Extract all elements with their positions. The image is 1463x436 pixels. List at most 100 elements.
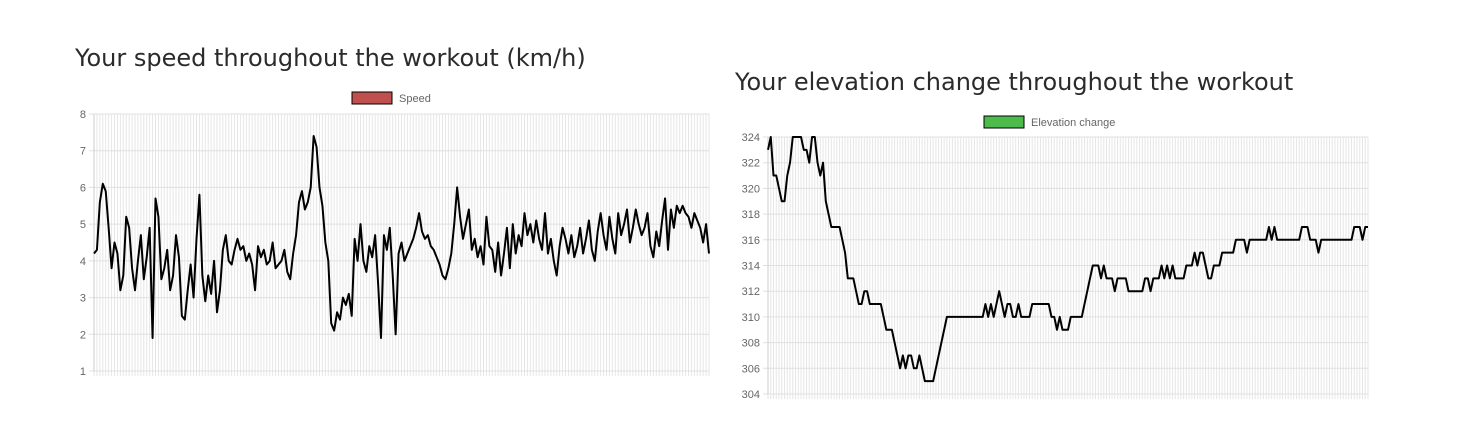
elevation-data-point: [949, 316, 950, 317]
elevation-data-point: [1065, 329, 1066, 330]
elevation-data-point: [971, 316, 972, 317]
elevation-data-point: [979, 316, 980, 317]
elevation-data-point: [787, 175, 788, 176]
elevation-data-point: [1081, 316, 1082, 317]
elevation-data-point: [779, 188, 780, 189]
elevation-data-point: [861, 304, 862, 305]
elevation-data-point: [1219, 265, 1220, 266]
elevation-data-point: [1059, 316, 1060, 317]
elevation-data-point: [856, 291, 857, 292]
elevation-data-point: [1098, 265, 1099, 266]
elevation-y-tick-label: 316: [742, 235, 760, 247]
elevation-data-point: [1329, 239, 1330, 240]
elevation-y-tick-label: 318: [742, 209, 760, 221]
elevation-data-point: [1290, 239, 1291, 240]
elevation-data-point: [825, 201, 826, 202]
elevation-y-tick-label: 320: [742, 183, 760, 195]
speed-series-line: [93, 135, 710, 339]
elevation-data-point: [944, 329, 945, 330]
elevation-data-point: [1101, 278, 1102, 279]
elevation-data-point: [902, 355, 903, 356]
elevation-data-point: [1158, 278, 1159, 279]
elevation-data-point: [820, 175, 821, 176]
elevation-data-point: [1301, 226, 1302, 227]
elevation-data-point: [875, 304, 876, 305]
elevation-data-point: [977, 316, 978, 317]
elevation-data-point: [1125, 278, 1126, 279]
elevation-data-point: [792, 137, 793, 138]
elevation-grid: 304 306 308 310 312 314 316 318 320 322 324: [742, 132, 1369, 401]
elevation-data-point: [812, 137, 813, 138]
elevation-data-point: [1233, 252, 1234, 253]
elevation-data-point: [1299, 239, 1300, 240]
elevation-data-point: [1293, 239, 1294, 240]
elevation-data-point: [900, 368, 901, 369]
elevation-data-point: [1354, 226, 1355, 227]
elevation-data-point: [1337, 239, 1338, 240]
elevation-data-point: [1312, 239, 1313, 240]
elevation-data-point: [1117, 278, 1118, 279]
elevation-data-point: [891, 329, 892, 330]
elevation-data-point: [1340, 239, 1341, 240]
elevation-data-point: [853, 278, 854, 279]
elevation-data-point: [1150, 291, 1151, 292]
elevation-data-point: [839, 226, 840, 227]
elevation-data-point: [801, 137, 802, 138]
elevation-data-point: [886, 329, 887, 330]
elevation-data-point: [806, 149, 807, 150]
elevation-data-point: [834, 226, 835, 227]
elevation-data-point: [1142, 291, 1143, 292]
elevation-data-point: [1213, 265, 1214, 266]
elevation-data-point: [952, 316, 953, 317]
elevation-legend-label: Elevation change: [1031, 117, 1115, 129]
elevation-data-point: [828, 214, 829, 215]
elevation-data-point: [1186, 265, 1187, 266]
elevation-data-point: [1260, 239, 1261, 240]
elevation-data-point: [1114, 291, 1115, 292]
elevation-data-point: [1285, 239, 1286, 240]
elevation-data-point: [941, 342, 942, 343]
elevation-data-point: [1029, 316, 1030, 317]
elevation-data-point: [982, 316, 983, 317]
elevation-data-point: [1128, 291, 1129, 292]
elevation-data-point: [1230, 252, 1231, 253]
elevation-data-point: [836, 226, 837, 227]
speed-y-tick-label: 2: [80, 329, 86, 341]
elevation-data-point: [1268, 226, 1269, 227]
elevation-data-point: [1318, 252, 1319, 253]
elevation-data-point: [1040, 304, 1041, 305]
elevation-data-point: [1200, 252, 1201, 253]
elevation-data-point: [776, 175, 777, 176]
elevation-data-point: [1368, 226, 1369, 227]
elevation-data-point: [1244, 239, 1245, 240]
elevation-data-point: [1359, 226, 1360, 227]
elevation-data-point: [1106, 278, 1107, 279]
elevation-data-point: [773, 175, 774, 176]
elevation-data-point: [1023, 316, 1024, 317]
elevation-data-point: [1054, 316, 1055, 317]
elevation-data-point: [1001, 304, 1002, 305]
elevation-data-point: [1043, 304, 1044, 305]
elevation-y-tick-label: 322: [742, 158, 760, 170]
speed-legend-label: Speed: [399, 93, 431, 105]
elevation-data-point: [946, 316, 947, 317]
elevation-data-point: [1202, 252, 1203, 253]
elevation-data-point: [1191, 265, 1192, 266]
speed-y-tick-label: 4: [80, 256, 86, 268]
elevation-data-point: [1015, 316, 1016, 317]
elevation-data-point: [864, 291, 865, 292]
elevation-data-point: [1310, 239, 1311, 240]
elevation-data-point: [795, 137, 796, 138]
elevation-data-point: [993, 316, 994, 317]
elevation-data-point: [1092, 265, 1093, 266]
elevation-data-point: [1068, 329, 1069, 330]
elevation-series-line: [767, 136, 1368, 383]
elevation-data-point: [1348, 239, 1349, 240]
speed-y-tick-label: 5: [80, 219, 86, 231]
elevation-data-point: [1208, 278, 1209, 279]
elevation-data-point: [1164, 278, 1165, 279]
elevation-data-point: [872, 304, 873, 305]
elevation-data-point: [1351, 239, 1352, 240]
elevation-data-point: [869, 304, 870, 305]
